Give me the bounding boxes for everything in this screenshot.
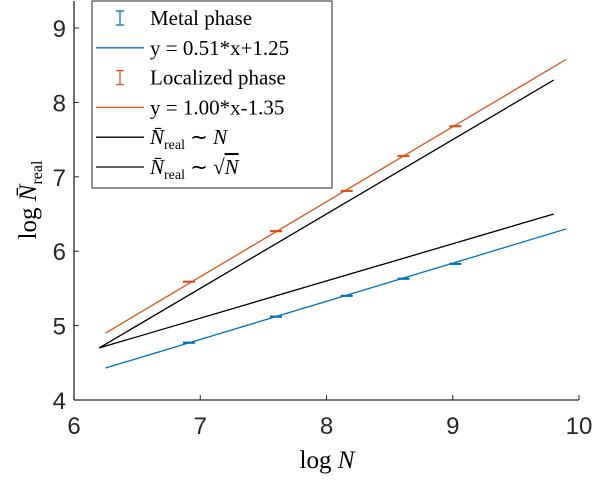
legend-label: y = 0.51*x+1.25 — [150, 36, 289, 60]
legend-label: y = 1.00*x-1.35 — [150, 95, 284, 119]
series-line — [105, 58, 567, 334]
x-axis-label: log N — [300, 447, 356, 474]
y-tick-label: 7 — [53, 165, 66, 192]
series-4 — [98, 79, 555, 349]
x-tick-label: 8 — [320, 413, 333, 440]
legend-label: N̄real ∼ √N — [149, 155, 240, 183]
series-line — [98, 79, 555, 349]
y-axis-label: log N̄real — [15, 160, 46, 239]
plot-series — [98, 58, 567, 369]
axis-ticks: 6 7 8 9 10 4 5 6 7 8 9 — [53, 16, 593, 440]
legend-label: Metal phase — [150, 6, 252, 30]
y-tick-label: 6 — [53, 239, 66, 266]
legend-label: Localized phase — [150, 66, 286, 90]
series-5 — [99, 213, 554, 349]
y-tick-label: 9 — [53, 16, 66, 43]
y-tick-label: 4 — [53, 388, 66, 415]
y-tick-label: 8 — [53, 90, 66, 117]
legend-item-4: N̄real ∼ N — [96, 125, 228, 153]
legend-item-5: N̄real ∼ √N — [96, 155, 240, 183]
series-line — [99, 213, 554, 349]
x-tick-label: 9 — [446, 413, 459, 440]
y-tick-label: 5 — [53, 314, 66, 341]
series-line — [105, 228, 567, 369]
legend-item-1: y = 0.51*x+1.25 — [96, 36, 289, 60]
legend-item-3: y = 1.00*x-1.35 — [96, 95, 284, 119]
x-tick-label: 10 — [566, 413, 593, 440]
x-tick-label: 7 — [194, 413, 207, 440]
legend: Metal phase y = 0.51*x+1.25 Localized phas… — [91, 0, 333, 189]
legend-box — [91, 0, 333, 189]
series-1 — [105, 228, 567, 369]
x-tick-label: 6 — [67, 413, 80, 440]
legend-item-2: Localized phase — [116, 66, 286, 90]
legend-label: N̄real ∼ N — [149, 125, 228, 153]
legend-item-0: Metal phase — [116, 6, 252, 30]
series-3 — [105, 58, 567, 334]
legend-items: Metal phase y = 0.51*x+1.25 Localized phas… — [96, 6, 289, 183]
